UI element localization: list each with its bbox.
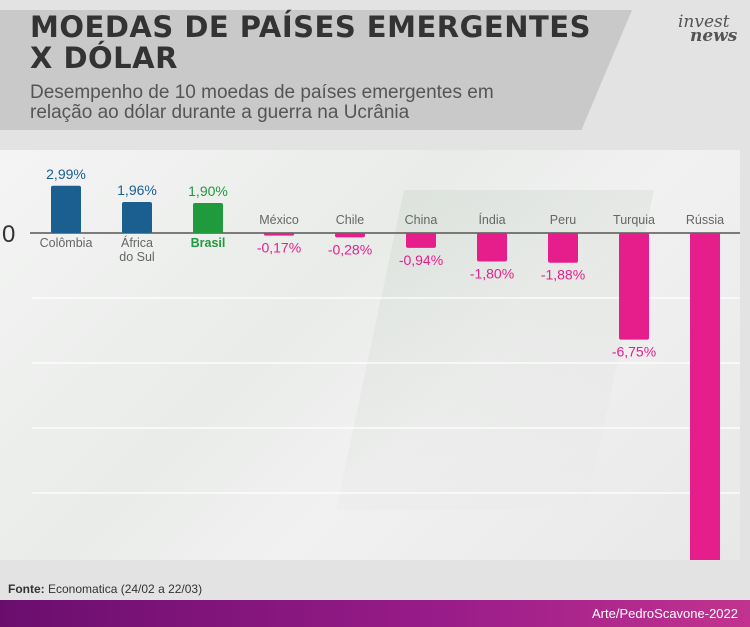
logo-text-invest: invest <box>678 12 730 32</box>
bar <box>335 233 365 238</box>
bar <box>51 185 81 233</box>
data-label: 2,99% <box>46 166 86 182</box>
subtitle-line-2: relação ao dólar durante a guerra na Ucr… <box>30 102 410 123</box>
category-label: Colômbia <box>40 236 93 250</box>
bar <box>264 233 294 236</box>
source-label: Fonte: <box>8 582 45 596</box>
category-label: Brasil <box>191 236 226 250</box>
header-band <box>0 10 632 130</box>
data-label: -1,88% <box>541 267 585 283</box>
data-label: -0,28% <box>328 241 372 257</box>
bar <box>477 233 507 262</box>
category-label: do Sul <box>119 250 154 264</box>
page-subtitle: Desempenho de 10 moedas de países emerge… <box>30 83 570 123</box>
bar <box>619 233 649 340</box>
data-label: -0,94% <box>399 252 443 268</box>
category-label: Turquia <box>613 213 655 227</box>
page-title: MOEDAS DE PAÍSES EMERGENTES X DÓLAR <box>30 12 610 74</box>
data-label: 1,90% <box>188 183 228 199</box>
bar <box>122 202 152 233</box>
data-label: -1,80% <box>470 265 514 281</box>
bar <box>548 233 578 263</box>
title-line-1: MOEDAS DE PAÍSES EMERGENTES <box>30 10 591 44</box>
header: MOEDAS DE PAÍSES EMERGENTES X DÓLAR Dese… <box>0 0 750 150</box>
zero-axis-label: 0 <box>2 221 15 248</box>
category-label: Chile <box>336 213 365 227</box>
bar <box>193 202 223 233</box>
source-text: Economatica (24/02 a 22/03) <box>48 582 203 596</box>
title-line-2: X DÓLAR <box>30 41 178 75</box>
data-label: 1,96% <box>117 182 157 198</box>
investnews-logo: invest news <box>660 12 745 46</box>
category-label: África <box>121 235 153 250</box>
bar <box>690 233 720 560</box>
footer-bar: Arte/PedroScavone-2022 <box>0 600 750 627</box>
data-label: -6,75% <box>612 344 656 360</box>
category-label: Índia <box>478 212 505 227</box>
bar <box>406 233 436 248</box>
category-label: Peru <box>550 213 576 227</box>
category-label: México <box>259 213 299 227</box>
category-label: China <box>405 213 438 227</box>
logo-text-news: news <box>690 26 738 46</box>
source-note: Fonte: Economatica (24/02 a 22/03) <box>8 582 202 596</box>
subtitle-line-1: Desempenho de 10 moedas de países emerge… <box>30 82 494 103</box>
category-label: Rússia <box>686 213 724 227</box>
data-label: -0,17% <box>257 240 301 256</box>
credit-text: Arte/PedroScavone-2022 <box>592 606 738 621</box>
